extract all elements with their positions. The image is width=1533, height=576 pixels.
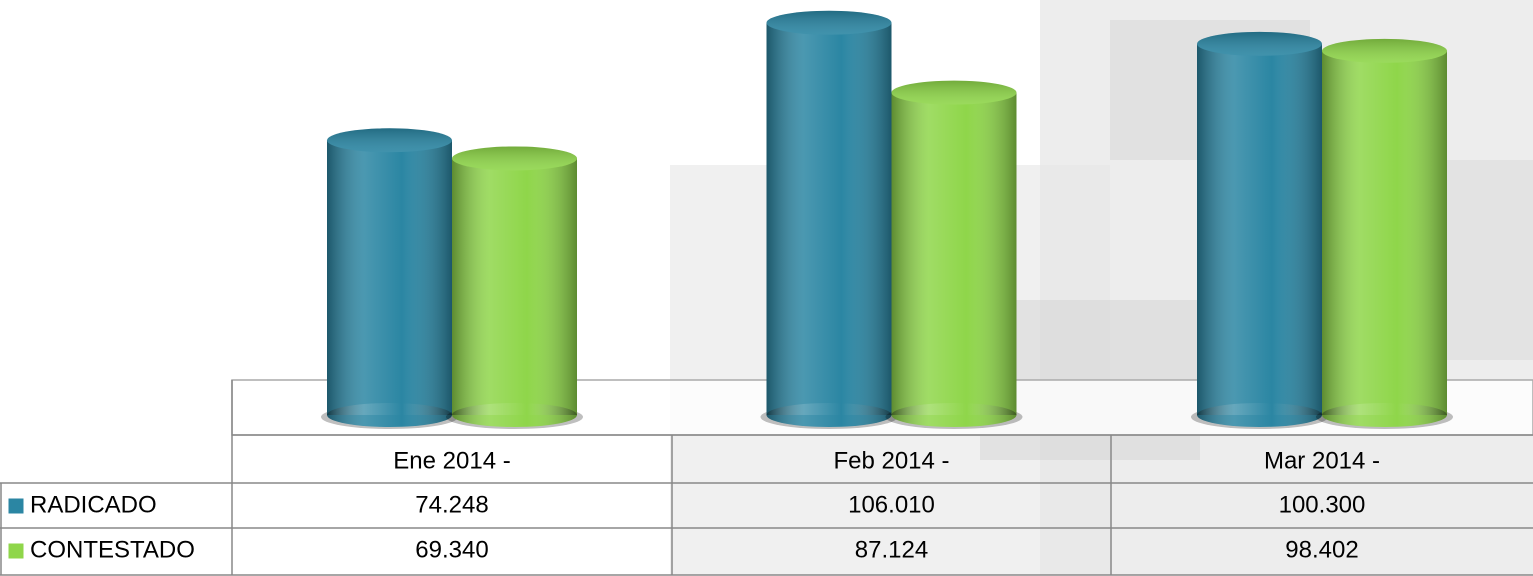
bar-shade xyxy=(1197,44,1322,415)
category-label: Mar 2014 - xyxy=(1264,447,1380,474)
bar-shade xyxy=(1322,51,1447,415)
bar-bottom-shade xyxy=(892,403,1017,427)
legend-label: CONTESTADO xyxy=(30,536,195,563)
bar-top-shade xyxy=(767,11,892,35)
value-label: 87.124 xyxy=(855,536,928,563)
value-label: 100.300 xyxy=(1279,491,1366,518)
bar-shade xyxy=(452,158,577,415)
bar-bottom-shade xyxy=(1322,403,1447,427)
bar-top-shade xyxy=(327,128,452,152)
value-label: 98.402 xyxy=(1285,536,1358,563)
bar-shade xyxy=(767,23,892,415)
bar-shade xyxy=(892,93,1017,415)
bar-bottom-shade xyxy=(767,403,892,427)
value-label: 106.010 xyxy=(848,491,935,518)
value-label: 74.248 xyxy=(415,491,488,518)
legend-swatch xyxy=(8,543,24,559)
bars xyxy=(321,11,1453,429)
legend-label: RADICADO xyxy=(30,491,157,518)
bar-top-shade xyxy=(1197,32,1322,56)
bar-bottom-shade xyxy=(1197,403,1322,427)
bar-bottom-shade xyxy=(327,403,452,427)
legend-swatch xyxy=(8,498,24,514)
bar-top-shade xyxy=(1322,39,1447,63)
value-label: 69.340 xyxy=(415,536,488,563)
category-label: Ene 2014 - xyxy=(393,447,510,474)
chart: Ene 2014 - Feb 2014 - Mar 2014 - RADICADO 74… xyxy=(0,0,1533,576)
bar-bottom-shade xyxy=(452,403,577,427)
bar-shade xyxy=(327,140,452,415)
category-label: Feb 2014 - xyxy=(833,447,949,474)
bar-top-shade xyxy=(452,146,577,170)
bar-top-shade xyxy=(892,81,1017,105)
